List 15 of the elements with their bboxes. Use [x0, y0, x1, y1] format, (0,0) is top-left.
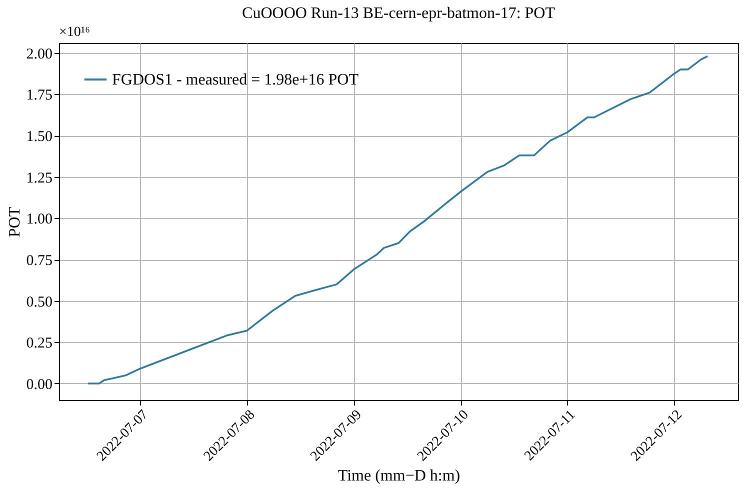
y-axis-title: POT [6, 206, 24, 238]
chart-title: CuOOOO Run-13 BE-cern-epr-batmon-17: POT [242, 5, 556, 22]
y-tick-label: 1.25 [26, 170, 52, 186]
legend-label: FGDOS1 - measured = 1.98e+16 POT [112, 72, 359, 88]
y-tick-label: 0.75 [26, 253, 52, 270]
y-tick-label: 0.50 [26, 294, 52, 310]
line-series [87, 55, 708, 384]
y-tick-label: 2.00 [26, 46, 52, 62]
x-axis-title: Time (mm−D h:m) [338, 468, 460, 485]
y-tick-label: 0.00 [26, 376, 52, 393]
y-tick-label: 1.75 [26, 88, 52, 104]
y-tick-label: 0.25 [26, 336, 52, 352]
text: ×10¹⁶ [59, 25, 90, 40]
y-tick-label: 1.50 [26, 129, 52, 146]
y-tick-label: 1.00 [26, 212, 52, 228]
